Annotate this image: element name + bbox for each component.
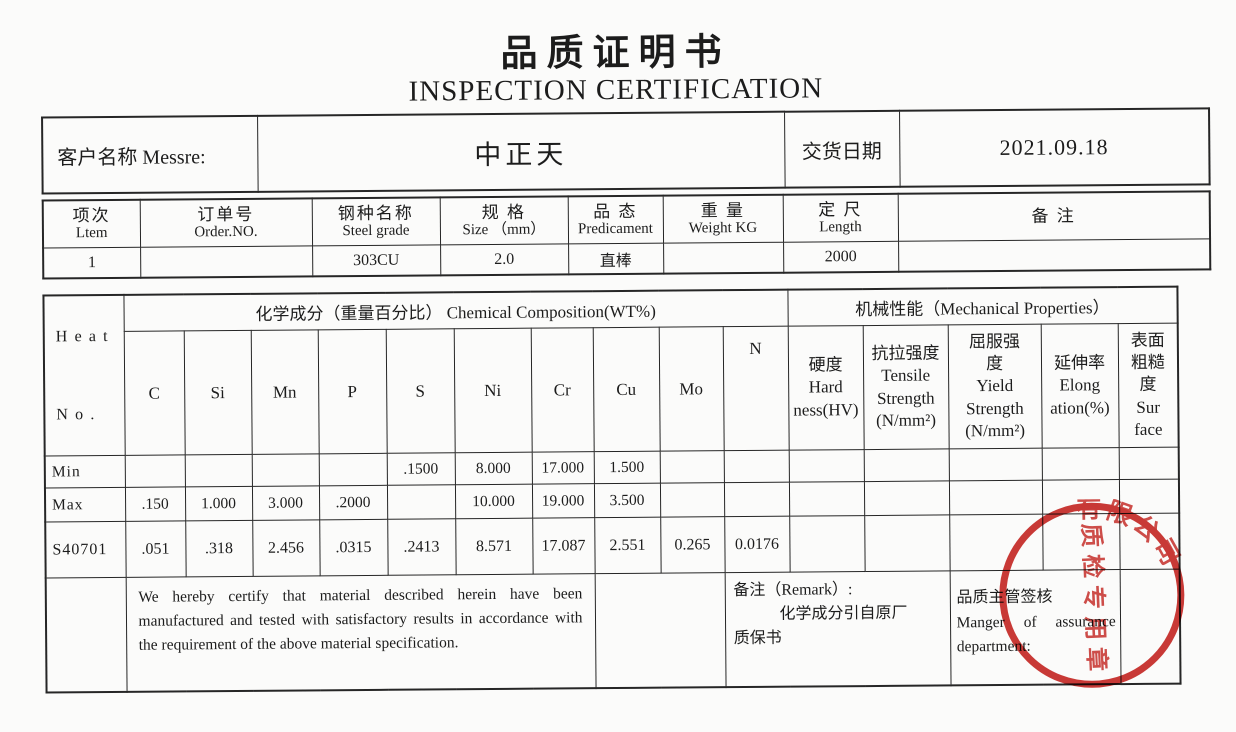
min-value-cell (125, 455, 185, 487)
element-header: Cr (531, 328, 594, 452)
item-length-cell: 2000 (783, 241, 898, 272)
min-value-cell: .1500 (387, 453, 455, 486)
max-value-cell (387, 485, 455, 520)
remark-text: 质保书 (734, 630, 782, 647)
max-value-cell: 3.000 (252, 486, 319, 521)
min-value-cell (724, 450, 789, 483)
heat-value-cell: 8.571 (455, 518, 532, 575)
item-order-no-cell (140, 246, 312, 278)
customer-name-cell: 中正天 (257, 112, 785, 192)
item-header-remark: 备 注 (898, 191, 1210, 241)
max-value-cell: 19.000 (532, 484, 594, 518)
min-value-cell (319, 453, 387, 486)
chemical-composition-header: 化学成分（重量百分比） Chemical Composition(WT%) (123, 290, 787, 332)
item-weight-cell (663, 242, 783, 273)
heat-value-cell: 0.265 (660, 517, 724, 574)
min-mech-cell (864, 449, 949, 482)
max-value-cell: .2000 (319, 485, 387, 520)
element-header: S (386, 329, 455, 454)
max-value-cell: 3.500 (594, 483, 660, 518)
min-mech-cell (789, 450, 864, 483)
heat-value-cell: 2.551 (594, 517, 660, 574)
customer-table: 客户名称 Messre: 中正天 交货日期 2021.09.18 (41, 107, 1211, 194)
bottom-empty-cell (46, 577, 127, 692)
item-remark-cell (898, 239, 1210, 272)
min-mech-cell (1119, 447, 1179, 479)
min-mech-cell (1042, 448, 1119, 481)
max-mech-cell (864, 481, 949, 516)
min-value-cell: 8.000 (455, 452, 532, 485)
bottom-empty-cell (595, 573, 726, 689)
max-value-cell: .150 (125, 487, 185, 521)
heat-value-cell: .2413 (387, 519, 455, 576)
stamp-center-text: 质检专用章 (1077, 523, 1112, 679)
item-index-cell: 1 (43, 247, 140, 278)
element-header: P (318, 329, 387, 454)
heat-mech-cell (789, 516, 864, 573)
element-header: Si (184, 330, 252, 455)
yield-strength-header: 屈服强 度 Yield Strength (N/mm²) (948, 324, 1042, 449)
surface-roughness-header: 表面 粗糙 度 Sur face (1118, 323, 1179, 447)
heat-value-cell: .318 (185, 520, 252, 577)
heat-value-cell: .0315 (319, 519, 387, 576)
element-header: Cu (593, 327, 660, 452)
min-value-cell (185, 454, 252, 487)
elongation-header: 延伸率 Elong ation(%) (1041, 324, 1119, 449)
heat-value-cell: 17.087 (532, 518, 594, 574)
element-header: C (124, 331, 185, 455)
element-header: N (723, 326, 789, 451)
tensile-strength-header: 抗拉强度 Tensile Strength (N/mm²) (863, 325, 949, 450)
heat-no-cell: S40701 (45, 521, 125, 578)
hardness-header: 硬度 Hard ness(HV) (788, 326, 864, 451)
remark-text: 化学成分引自原厂 (733, 601, 941, 627)
min-row-label: Min (45, 455, 125, 488)
min-value-cell (660, 451, 724, 484)
company-stamp-seal: 有限公司 质检专用章 (989, 498, 1195, 696)
element-header: Mn (251, 330, 319, 455)
heat-mech-cell (864, 515, 949, 572)
heat-value-cell: 0.0176 (724, 516, 790, 573)
max-value-cell (660, 483, 724, 518)
max-row-label: Max (45, 487, 125, 522)
mechanical-properties-header: 机械性能（Mechanical Properties） (787, 287, 1177, 327)
delivery-date-label-cell: 交货日期 (784, 111, 900, 188)
remark-label: 备注（Remark）: (733, 581, 852, 599)
heat-value-cell: .051 (125, 521, 185, 577)
min-mech-cell (949, 448, 1042, 481)
max-value-cell (724, 482, 789, 517)
min-value-cell: 1.500 (594, 451, 660, 484)
max-value-cell: 10.000 (455, 484, 532, 519)
min-value-cell: 17.000 (532, 452, 594, 484)
table-header-row: C Si Mn P S Ni Cr Cu Mo N 硬度 Hard ness(H… (44, 323, 1179, 456)
max-mech-cell (789, 482, 864, 517)
item-steel-grade-cell: 303CU (312, 245, 440, 277)
heat-value-cell: 2.456 (252, 520, 319, 577)
remark-cell: 备注（Remark）: 化学成分引自原厂 质保书 (725, 571, 951, 687)
element-header: Mo (659, 327, 724, 451)
element-header: Ni (454, 328, 532, 453)
customer-label-cell: 客户名称 Messre: (42, 116, 258, 194)
item-predicament-cell: 直棒 (568, 243, 663, 274)
delivery-date-value-cell: 2021.09.18 (899, 108, 1210, 186)
table-row: 客户名称 Messre: 中正天 交货日期 2021.09.18 (42, 108, 1210, 193)
min-value-cell (252, 454, 319, 487)
certification-statement: We hereby certify that material describe… (126, 574, 596, 692)
max-value-cell: 1.000 (185, 486, 252, 521)
item-size-cell: 2.0 (440, 244, 568, 276)
